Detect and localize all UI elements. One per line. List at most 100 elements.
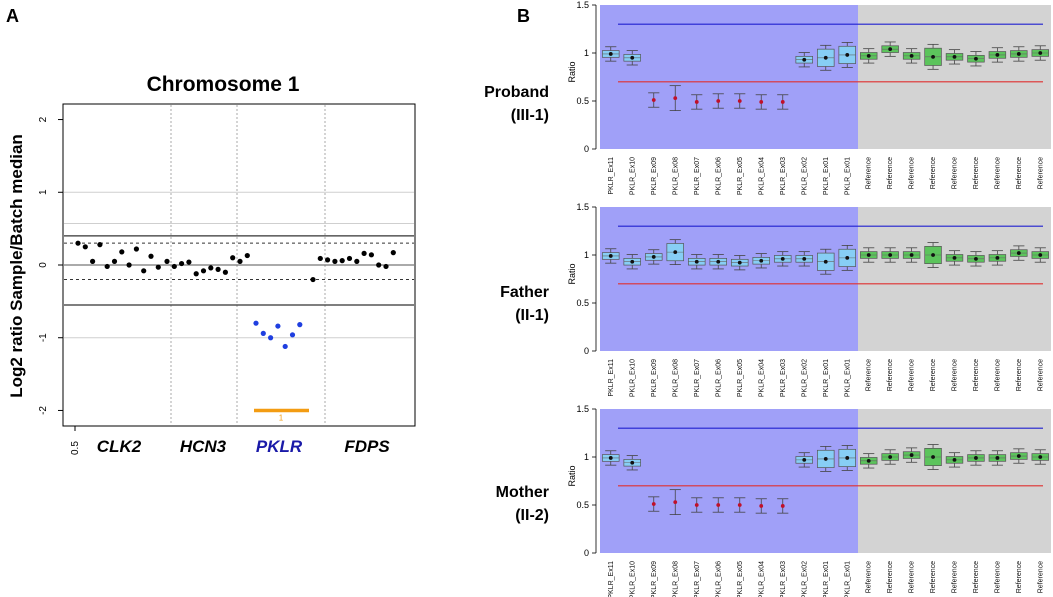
y-tick-label: -2 xyxy=(38,406,49,415)
row-label-name: Father xyxy=(500,284,549,301)
ratio-marker xyxy=(888,47,893,52)
y-tick-label: 1.5 xyxy=(576,0,589,10)
exon-label: PKLR_Ex02 xyxy=(801,561,808,597)
data-point xyxy=(164,258,170,264)
ratio-plot-2: 0 0.5 1 1.5 Ratio PKLR_Ex11 PKLR_Ex10 PKLR_Ex09… xyxy=(500,202,1051,397)
reference-region-bg xyxy=(858,207,1051,351)
data-point xyxy=(253,320,259,326)
ratio-marker xyxy=(780,256,785,261)
data-point xyxy=(200,268,207,274)
ratio-marker xyxy=(1038,253,1043,257)
y-tick-label: 1 xyxy=(584,452,589,462)
data-point xyxy=(289,332,296,338)
exon-label: PKLR_Ex01 xyxy=(823,561,830,597)
exon-label: PKLR_Ex02 xyxy=(801,157,808,195)
ratio-marker xyxy=(823,55,828,60)
data-point xyxy=(193,271,199,277)
ratio-marker xyxy=(823,457,828,461)
ratio-marker xyxy=(673,96,678,101)
row-label-id: (II-2) xyxy=(515,507,549,524)
ratio-marker xyxy=(673,500,678,505)
exon-label: PKLR_Ex05 xyxy=(737,359,744,397)
exon-label: Reference xyxy=(887,561,894,593)
ratio-marker xyxy=(866,53,871,58)
data-point xyxy=(383,263,389,270)
ratio-marker xyxy=(802,57,807,62)
ratio-marker xyxy=(780,504,785,508)
ratio-marker xyxy=(759,504,764,508)
exon-label: PKLR_Ex01 xyxy=(844,359,851,397)
ratio-marker xyxy=(716,99,721,103)
data-point xyxy=(126,262,132,268)
ratio-marker xyxy=(1038,455,1043,459)
exon-label: Reference xyxy=(866,157,873,189)
exon-label: PKLR_Ex11 xyxy=(608,157,615,195)
data-point xyxy=(282,343,288,350)
data-point xyxy=(97,242,103,248)
panel-b-rows: 0 0.5 1 1.5 Ratio PKLR_Ex11 PKLR_Ex10 PKLR_Ex09… xyxy=(484,0,1051,597)
segment-label: 1 xyxy=(279,413,284,422)
ratio-marker xyxy=(845,456,850,460)
ratio-marker xyxy=(651,255,656,259)
data-point xyxy=(148,253,154,259)
gene-label: HCN3 xyxy=(180,437,227,456)
exon-label: PKLR_Ex07 xyxy=(694,359,701,397)
exon-label: Reference xyxy=(952,359,959,391)
ratio-marker xyxy=(974,256,978,261)
exon-label: PKLR_Ex11 xyxy=(608,359,615,397)
data-point xyxy=(332,258,338,264)
ratio-marker xyxy=(909,53,914,58)
ratio-marker xyxy=(737,260,742,265)
ratio-marker xyxy=(909,453,914,457)
exon-label: PKLR_Ex06 xyxy=(715,157,722,195)
ratio-marker xyxy=(995,53,1000,57)
exon-label: PKLR_Ex08 xyxy=(672,359,679,397)
ratio-marker xyxy=(1016,454,1021,458)
y-tick-label: 1 xyxy=(584,48,589,58)
ratio-marker xyxy=(673,250,678,255)
exon-label: Reference xyxy=(930,157,937,189)
exon-label: Reference xyxy=(909,561,916,593)
data-point xyxy=(310,276,316,283)
ratio-marker xyxy=(1016,251,1021,255)
ratio-plot-1: 0 0.5 1 1.5 Ratio PKLR_Ex11 PKLR_Ex10 PKLR_Ex09… xyxy=(484,0,1051,195)
ratio-marker xyxy=(888,253,893,257)
exon-label: Reference xyxy=(866,561,873,593)
exon-label: PKLR_Ex06 xyxy=(715,359,722,397)
exon-label: Reference xyxy=(1016,157,1023,189)
exon-label: PKLR_Ex10 xyxy=(629,359,636,397)
exon-label: PKLR_Ex09 xyxy=(651,561,658,597)
data-point xyxy=(368,252,374,258)
data-point xyxy=(297,322,303,328)
y-tick-label: 0.5 xyxy=(576,298,589,308)
row-label-id: (II-1) xyxy=(515,307,549,324)
target-region-bg xyxy=(600,409,858,553)
data-point xyxy=(354,258,360,264)
exon-label: PKLR_Ex03 xyxy=(780,359,787,397)
ratio-marker xyxy=(651,502,656,506)
ratio-marker xyxy=(995,456,1000,460)
exon-label: PKLR_Ex09 xyxy=(651,359,658,397)
exon-label: Reference xyxy=(994,157,1001,189)
row-label-name: Proband xyxy=(484,84,549,101)
data-point xyxy=(339,258,345,264)
ratio-marker xyxy=(995,255,1000,260)
exon-label: Reference xyxy=(952,561,959,593)
exon-label: PKLR_Ex07 xyxy=(694,561,701,597)
ratio-marker xyxy=(931,54,935,59)
ratio-marker xyxy=(1038,51,1043,55)
ratio-marker xyxy=(780,100,785,104)
row-label-name: Mother xyxy=(496,484,549,501)
panel-a: A Chromosome 1 Log2 ratio Sample/Batch m… xyxy=(6,6,416,456)
exon-label: PKLR_Ex07 xyxy=(694,157,701,195)
ratio-marker xyxy=(630,55,635,60)
exon-label: Reference xyxy=(1037,359,1044,391)
ratio-marker xyxy=(630,460,635,465)
ratio-marker xyxy=(845,255,850,260)
panel-a-plot-area: -2 -1 0 1 2 1 xyxy=(38,105,414,431)
ratio-marker xyxy=(608,254,613,258)
exon-label: PKLR_Ex03 xyxy=(780,561,787,597)
reference-region-bg xyxy=(858,5,1051,149)
exon-label: PKLR_Ex10 xyxy=(629,561,636,597)
